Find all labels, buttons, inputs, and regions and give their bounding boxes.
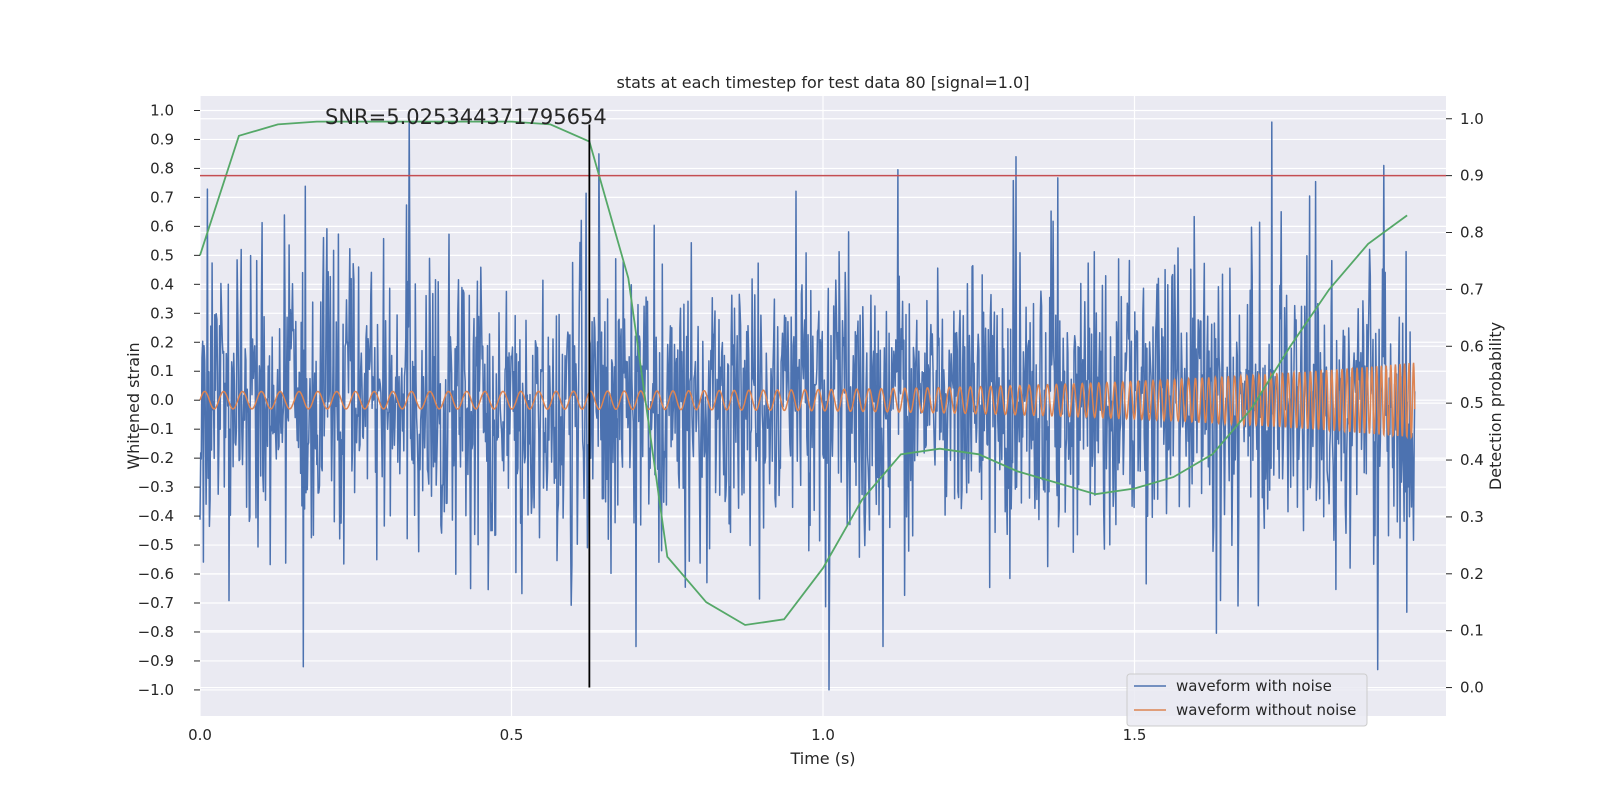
y-left-tick-label: 0.9 bbox=[150, 130, 174, 148]
legend: waveform with noise waveform without noi… bbox=[1126, 673, 1368, 727]
y-right-tick-label: 0.5 bbox=[1460, 394, 1484, 412]
y-left-tick-label: 0.4 bbox=[150, 275, 174, 293]
y-left-tick-label: 0.1 bbox=[150, 362, 174, 380]
y-left-tick-label: −0.1 bbox=[138, 420, 174, 438]
y-left-tick-label: −0.4 bbox=[138, 507, 174, 525]
y-right-tick-label: 0.0 bbox=[1460, 679, 1484, 697]
y-axis-label-left: Whitened strain bbox=[124, 342, 143, 469]
y-left-tick-label: 0.0 bbox=[150, 391, 174, 409]
x-tick-label: 1.5 bbox=[1123, 726, 1147, 744]
y-left-tick-label: 0.8 bbox=[150, 159, 174, 177]
x-tick-label: 1.0 bbox=[811, 726, 835, 744]
y-left-tick-label: −0.5 bbox=[138, 536, 174, 554]
right-axis: 0.0 0.1 0.2 0.3 0.4 0.5 0.6 0.7 0.8 0.9 1.0 bbox=[1446, 110, 1484, 697]
y-left-tick-label: −1.0 bbox=[138, 681, 174, 699]
x-axis-label: Time (s) bbox=[789, 749, 855, 768]
y-left-tick-label: 0.2 bbox=[150, 333, 174, 351]
y-left-tick-label: −0.9 bbox=[138, 652, 174, 670]
y-right-tick-label: 0.4 bbox=[1460, 451, 1484, 469]
y-right-tick-label: 0.6 bbox=[1460, 337, 1484, 355]
y-right-tick-label: 0.7 bbox=[1460, 280, 1484, 298]
snr-annotation: SNR=5.025344371795654 bbox=[325, 105, 607, 129]
left-axis: −1.0 −0.9 −0.8 −0.7 −0.6 −0.5 −0.4 −0.3 −0.2 −0.1… bbox=[138, 101, 200, 699]
series-waveform-without-noise bbox=[199, 362, 1416, 440]
series-layer bbox=[199, 118, 1446, 691]
y-right-tick-label: 1.0 bbox=[1460, 110, 1484, 128]
series-waveform-with-noise bbox=[199, 118, 1416, 691]
y-left-tick-label: −0.6 bbox=[138, 565, 174, 583]
series-detection-probability bbox=[199, 120, 1408, 626]
y-left-tick-label: −0.3 bbox=[138, 478, 174, 496]
legend-box bbox=[1126, 673, 1368, 727]
y-left-tick-label: 0.3 bbox=[150, 304, 174, 322]
legend-label-without-noise: waveform without noise bbox=[1176, 701, 1356, 719]
y-right-tick-label: 0.2 bbox=[1460, 565, 1484, 583]
y-left-tick-label: −0.8 bbox=[138, 623, 174, 641]
y-right-tick-label: 0.9 bbox=[1460, 167, 1484, 185]
y-left-tick-label: 0.7 bbox=[150, 188, 174, 206]
chart-title: stats at each timestep for test data 80 … bbox=[617, 73, 1030, 92]
legend-label-with-noise: waveform with noise bbox=[1176, 677, 1332, 695]
y-right-tick-label: 0.8 bbox=[1460, 224, 1484, 242]
x-axis: 0.0 0.5 1.0 1.5 bbox=[188, 726, 1146, 744]
x-tick-label: 0.0 bbox=[188, 726, 212, 744]
y-right-tick-label: 0.1 bbox=[1460, 622, 1484, 640]
x-tick-label: 0.5 bbox=[500, 726, 524, 744]
y-left-tick-label: −0.2 bbox=[138, 449, 174, 467]
y-right-tick-label: 0.3 bbox=[1460, 508, 1484, 526]
y-left-tick-label: 0.5 bbox=[150, 246, 174, 264]
y-left-tick-label: 1.0 bbox=[150, 101, 174, 119]
y-left-tick-label: −0.7 bbox=[138, 594, 174, 612]
y-axis-label-right: Detection probability bbox=[1486, 322, 1505, 490]
y-left-tick-label: 0.6 bbox=[150, 217, 174, 235]
